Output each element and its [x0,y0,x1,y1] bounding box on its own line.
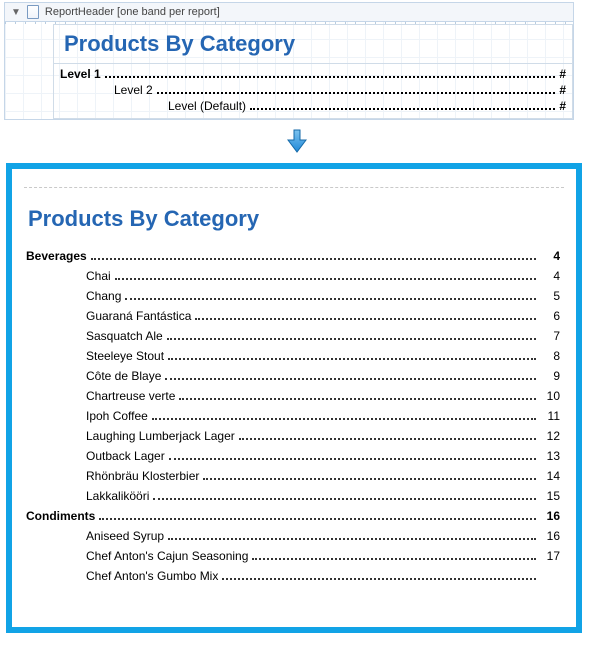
toc-level-1-page-placeholder: # [559,67,566,81]
report-designer: ▼ ReportHeader [one band per report] Pro… [4,2,574,120]
toc-level-2-label: Level 2 [114,83,153,97]
report-header-icon [27,5,39,19]
leader-dots [252,552,536,560]
toc-item-label: Sasquatch Ale [86,329,163,343]
leader-dots [222,572,536,580]
toc-item-label: Chartreuse verte [86,389,175,403]
toc-item-page: 12 [540,429,560,443]
toc-item-row: Rhönbräu Klosterbier 14 [26,466,560,486]
leader-dots [165,372,536,380]
leader-dots [195,312,536,320]
toc-group-label: Beverages [26,249,87,263]
leader-dots [168,532,536,540]
toc-item-label: Chef Anton's Cajun Seasoning [86,549,248,563]
print-preview: Products By Category Beverages 4 Chai 4 Chan… [6,163,582,633]
toc-item-row: Guaraná Fantástica 6 [26,306,560,326]
toc-item-row: Steeleye Stout 8 [26,346,560,366]
toc-item-row: Chang 5 [26,286,560,306]
leader-dots [157,86,556,94]
toc-level-1-row[interactable]: Level 1 # [60,66,566,82]
toc-item-row: Chartreuse verte 10 [26,386,560,406]
toc-item-row: Lakkalikööri 15 [26,486,560,506]
toc-item-label: Lakkalikööri [86,489,149,503]
leader-dots [167,332,536,340]
toc-item-label: Côte de Blaye [86,369,161,383]
toc-item-page: 15 [540,489,560,503]
toc-item-row: Chef Anton's Gumbo Mix [26,566,560,586]
leader-dots [153,492,536,500]
band-label: ReportHeader [one band per report] [45,6,220,18]
toc-template[interactable]: Level 1 # Level 2 # Level (Default) # [53,64,573,119]
preview-title: Products By Category [28,206,564,232]
toc-item-row: Outback Lager 13 [26,446,560,466]
toc-item-label: Outback Lager [86,449,165,463]
leader-dots [115,272,536,280]
leader-dots [250,102,555,110]
toc-item-label: Chang [86,289,121,303]
leader-dots [169,452,536,460]
toc-list: Beverages 4 Chai 4 Chang 5 Guaraná Fantástica 6… [26,246,564,586]
report-title-label[interactable]: Products By Category [53,24,573,64]
toc-item-label: Ipoh Coffee [86,409,148,423]
toc-item-page: 14 [540,469,560,483]
toc-group-label: Condiments [26,509,95,523]
leader-dots [125,292,536,300]
leader-dots [179,392,536,400]
toc-item-label: Chai [86,269,111,283]
toc-item-row: Chef Anton's Cajun Seasoning 17 [26,546,560,566]
toc-level-2-row[interactable]: Level 2 # [114,82,566,98]
toc-item-page: 8 [540,349,560,363]
toc-group-page: 4 [540,249,560,263]
toc-level-1-label: Level 1 [60,67,101,81]
leader-dots [105,70,556,78]
toc-item-page: 7 [540,329,560,343]
toc-item-row: Chai 4 [26,266,560,286]
toc-item-label: Laughing Lumberjack Lager [86,429,235,443]
toc-item-page: 9 [540,369,560,383]
toc-group-page: 16 [540,509,560,523]
toc-group-row: Beverages 4 [26,246,560,266]
leader-dots [168,352,536,360]
toc-item-page: 11 [540,409,560,423]
toc-item-page: 4 [540,269,560,283]
collapse-triangle-icon[interactable]: ▼ [11,7,21,18]
toc-item-label: Steeleye Stout [86,349,164,363]
toc-level-default-label: Level (Default) [168,99,246,113]
leader-dots [99,512,536,520]
toc-item-row: Laughing Lumberjack Lager 12 [26,426,560,446]
toc-item-row: Aniseed Syrup 16 [26,526,560,546]
toc-group-row: Condiments 16 [26,506,560,526]
toc-item-page: 5 [540,289,560,303]
toc-item-page: 6 [540,309,560,323]
toc-item-label: Chef Anton's Gumbo Mix [86,569,218,583]
toc-level-2-page-placeholder: # [559,83,566,97]
toc-item-page: 17 [540,549,560,563]
leader-dots [239,432,536,440]
band-body[interactable]: Products By Category Level 1 # Level 2 #… [5,24,573,119]
toc-item-page: 10 [540,389,560,403]
toc-item-row: Ipoh Coffee 11 [26,406,560,426]
torn-edge [6,611,582,629]
toc-level-default-page-placeholder: # [559,99,566,113]
leader-dots [203,472,536,480]
toc-level-default-row[interactable]: Level (Default) # [168,98,566,114]
toc-item-page: 16 [540,529,560,543]
band-header[interactable]: ▼ ReportHeader [one band per report] [5,3,573,22]
leader-dots [152,412,536,420]
margin-guide [24,187,564,188]
toc-item-page: 13 [540,449,560,463]
toc-item-label: Guaraná Fantástica [86,309,191,323]
toc-item-label: Aniseed Syrup [86,529,164,543]
arrow-down-icon [0,120,594,163]
toc-item-row: Sasquatch Ale 7 [26,326,560,346]
leader-dots [91,252,536,260]
toc-item-label: Rhönbräu Klosterbier [86,469,199,483]
toc-item-row: Côte de Blaye 9 [26,366,560,386]
